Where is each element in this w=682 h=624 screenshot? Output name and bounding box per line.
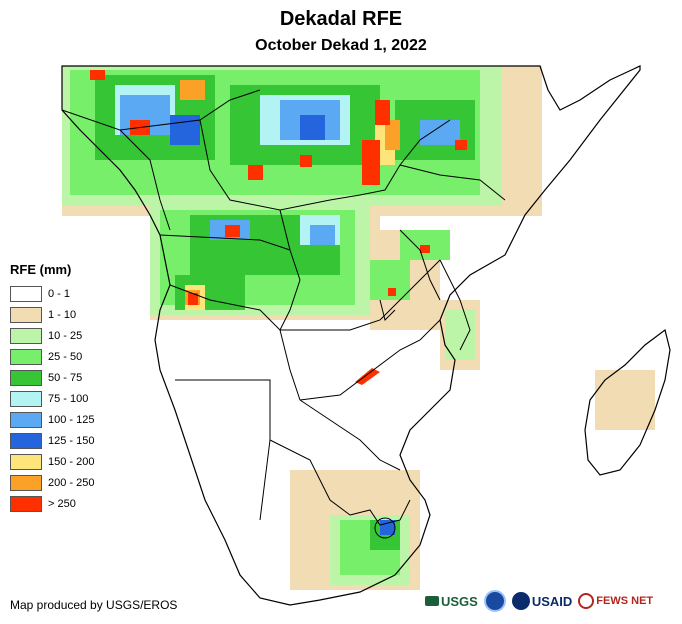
map-credit: Map produced by USGS/EROS [10, 598, 178, 612]
fews-logo-text: FEWS NET [596, 595, 654, 607]
legend-swatch [10, 285, 42, 302]
legend-row: 125 - 150 [10, 430, 94, 451]
legend-label: 150 - 200 [48, 455, 95, 468]
fews-net-logo: FEWS NET [578, 593, 653, 609]
legend-swatch [10, 432, 42, 449]
usgs-logo: USGS [425, 594, 478, 609]
usgs-mark-icon [425, 596, 439, 606]
legend-row: 150 - 200 [10, 451, 94, 472]
legend-row: 50 - 75 [10, 367, 94, 388]
legend-row: 10 - 25 [10, 325, 94, 346]
country-borders [61, 89, 506, 539]
legend-swatch [10, 369, 42, 386]
rainfall-125-150-zones [170, 115, 395, 535]
legend-row: 200 - 250 [10, 472, 94, 493]
legend-swatch [10, 327, 42, 344]
rainfall-field [62, 66, 655, 590]
coastline [61, 65, 641, 606]
legend-swatch [10, 495, 42, 512]
legend-row: 0 - 1 [10, 283, 94, 304]
fews-seal-icon [578, 593, 595, 609]
legend-row: 25 - 50 [10, 346, 94, 367]
usaid-logo-text: USAID [531, 593, 573, 609]
legend-label: 125 - 150 [48, 434, 95, 447]
legend-title: RFE (mm) [10, 262, 72, 277]
legend-label: 75 - 100 [48, 392, 89, 405]
legend-swatch [10, 453, 42, 470]
usgs-logo-text: USGS [441, 593, 478, 609]
legend-row: 75 - 100 [10, 388, 94, 409]
legend-label: 100 - 125 [48, 413, 95, 426]
map-subtitle: October Dekad 1, 2022 [255, 37, 427, 54]
legend-row: 1 - 10 [10, 304, 94, 325]
legend-label: 0 - 1 [48, 287, 71, 300]
legend-label: 1 - 10 [48, 308, 77, 321]
legend: RFE (mm) 0 - 1 1 - 10 10 - 25 25 - 50 50… [10, 262, 94, 514]
legend-label: > 250 [48, 497, 76, 510]
legend-swatch [10, 348, 42, 365]
legend-row: > 250 [10, 493, 94, 514]
legend-row: 100 - 125 [10, 409, 94, 430]
madagascar-outline [584, 328, 671, 476]
partner-logos: USGS USAID FEWS NET [425, 586, 653, 616]
map-title: Dekadal RFE [279, 8, 403, 30]
usaid-logo: USAID [511, 592, 573, 610]
legend-swatch [10, 474, 42, 491]
usaid-seal-icon [511, 592, 530, 610]
noaa-logo-icon [483, 590, 506, 612]
legend-label: 50 - 75 [48, 371, 83, 384]
legend-label: 200 - 250 [48, 476, 95, 489]
legend-swatch [10, 411, 42, 428]
legend-label: 25 - 50 [48, 350, 83, 363]
rainfall-over-250-zones [90, 70, 467, 385]
legend-swatch [10, 390, 42, 407]
legend-label: 10 - 25 [48, 329, 83, 342]
legend-swatch [10, 306, 42, 323]
